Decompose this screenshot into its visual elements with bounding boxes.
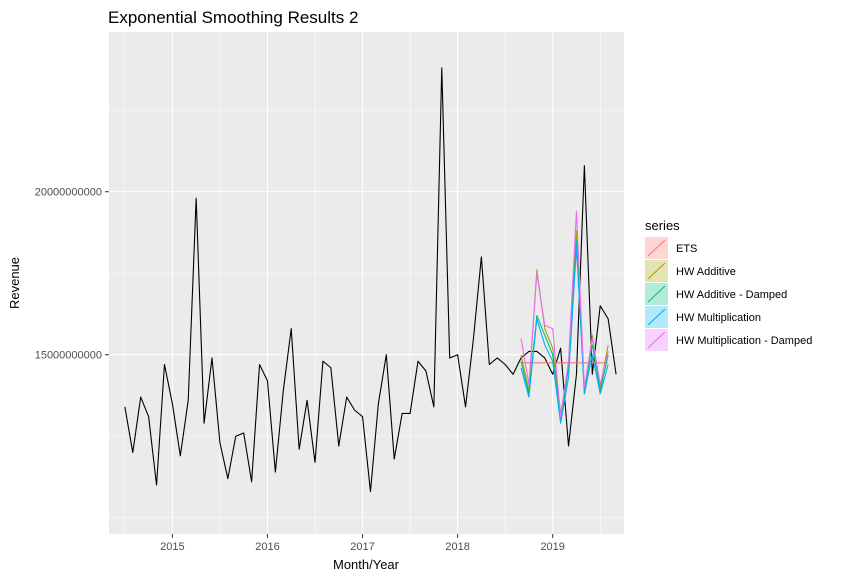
major-gridlines: [109, 32, 624, 534]
legend-key-line-ets: [647, 239, 666, 257]
legend-label-ets: ETS: [676, 243, 697, 255]
legend-title: series: [645, 218, 680, 233]
series-lines: [124, 67, 617, 493]
x-axis-title: Month/Year: [333, 557, 400, 572]
x-tick-label: 2015: [160, 541, 184, 553]
x-tick-label: 2018: [445, 541, 469, 553]
legend: series ETS HW Additive HW Additive - Dampe…: [645, 218, 812, 351]
y-axis-title: Revenue: [7, 257, 22, 309]
legend-label-hw-additive-damped: HW Additive - Damped: [676, 289, 787, 301]
observed-revenue-line: [124, 67, 617, 493]
x-tick-label: 2016: [255, 541, 279, 553]
x-tick-label: 2017: [350, 541, 374, 553]
legend-key-line-hw-multiplication-damped: [647, 331, 666, 349]
legend-label-hw-multiplication: HW Multiplication: [676, 312, 761, 324]
legend-key-line-hw-multiplication: [647, 308, 666, 326]
series-line-hw-multiplication: [520, 246, 609, 424]
chart-title: Exponential Smoothing Results 2: [108, 8, 358, 27]
legend-label-hw-additive: HW Additive: [676, 266, 736, 278]
legend-key-line-hw-additive-damped: [647, 285, 666, 303]
y-tick-label: 15000000000: [35, 350, 102, 362]
axes: 2015 2016 2017 2018 2019 15000000000 200000000…: [35, 187, 565, 553]
x-tick-label: 2019: [540, 541, 564, 553]
minor-gridlines: [109, 32, 624, 534]
legend-label-hw-multiplication-damped: HW Multiplication - Damped: [676, 335, 812, 347]
y-tick-label: 20000000000: [35, 187, 102, 199]
series-line-hw-multiplication-damped: [520, 210, 609, 418]
legend-key-line-hw-additive: [647, 262, 666, 280]
